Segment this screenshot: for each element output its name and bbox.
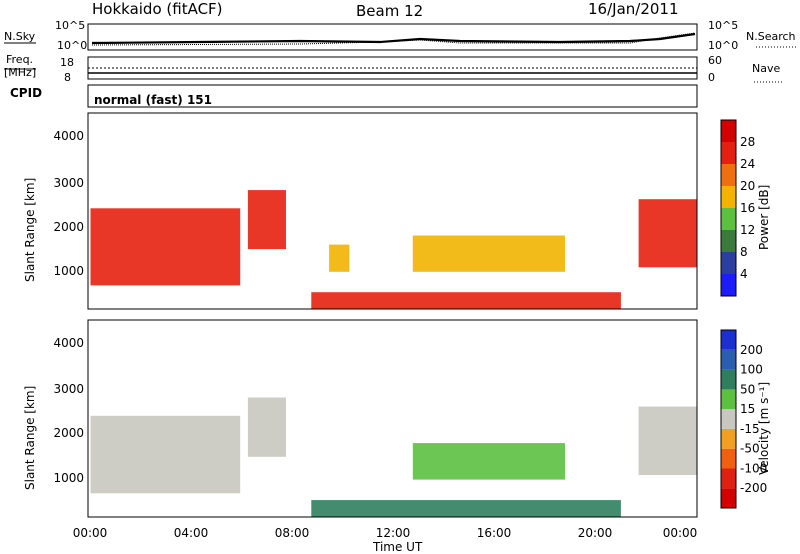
vel-cbar-tick-2: 50 [740,382,755,396]
date-label: 16/Jan/2011 [588,0,679,18]
power-cbar-swatch-4 [721,186,736,208]
vel-cbar-tick-3: 15 [740,402,755,416]
power-cbar-frame [720,119,737,297]
power-region-4 [311,292,621,309]
velocity-region-4 [638,406,697,475]
vel-cbar-swatch-4 [721,409,736,429]
power-cbar-swatch-6 [721,142,736,164]
vel-cbar-tick-0: 200 [740,343,763,357]
vel-cbar-swatch-2 [721,448,736,469]
power-region-0 [90,208,241,286]
velocity-colorbar-label: Velocity [m s⁻¹] [757,382,771,475]
vel-ytick-4000: 4000 [53,336,84,350]
nsearch-tick-top: 10^5 [708,19,738,32]
power-ytick-2000: 2000 [53,220,84,234]
power-cbar-swatch-5 [721,164,736,186]
vel-ytick-3000: 3000 [53,382,84,396]
velocity-ylabel: Slant Range [km] [23,386,37,490]
power-cbar-swatch-1 [721,252,736,274]
power-cbar-swatch-3 [721,208,736,230]
vel-cbar-swatch-6 [721,369,736,390]
power-cbar-tick-5: 24 [740,157,755,171]
freq-tick-top: 18 [60,56,74,69]
vel-cbar-swatch-7 [721,349,736,370]
nsky-label: N.Sky [4,30,36,43]
nsearch-label: N.Search [746,30,796,43]
nave-tick-top: 60 [708,54,722,67]
nsky-tick-top: 10^5 [55,19,85,32]
freq-label: Freq. [6,53,33,66]
power-region-3 [412,235,565,272]
x-axis-label: Time UT [372,540,423,554]
power-ytick-4000: 4000 [53,129,84,143]
power-cbar-tick-0: 4 [740,267,748,281]
nsky-tick-bottom: 10^0 [57,39,87,52]
xtick-0400: 04:00 [174,526,209,540]
xtick-1600: 16:00 [477,526,512,540]
power-ytick-1000: 1000 [53,264,84,278]
power-cbar-swatch-2 [721,230,736,252]
xtick-0000: 00:00 [73,526,108,540]
vel-cbar-tick-6: -100 [740,461,767,475]
velocity-region-3 [311,500,621,517]
vel-ytick-1000: 1000 [53,471,84,485]
vel-cbar-frame [720,329,737,509]
vel-cbar-swatch-3 [721,428,736,449]
freq-unit: [MHz] [4,66,36,79]
vel-ytick-2000: 2000 [53,426,84,440]
power-region-5 [638,199,697,268]
power-colorbar: 4 8 12 16 20 24 28 [720,119,755,297]
velocity-yaxis: 1000 2000 3000 4000 [53,336,84,485]
power-cbar-tick-3: 16 [740,201,755,215]
beam-label: Beam 12 [356,2,423,20]
x-axis: 00:00 04:00 08:00 12:00 16:00 20:00 00:0… [73,526,698,554]
cpid-panel: CPID normal (fast) 151 [10,84,698,108]
vel-cbar-swatch-5 [721,389,736,410]
power-cbar-tick-1: 8 [740,245,748,259]
power-cbar-swatch-0 [721,274,736,296]
vel-cbar-swatch-1 [721,468,736,489]
velocity-region-2 [412,443,565,480]
nsearch-tick-bottom: 10^0 [708,39,738,52]
velocity-region-1 [247,397,286,457]
vel-cbar-tick-4: -15 [740,422,760,436]
velocity-region-0 [90,415,241,494]
vel-cbar-swatch-0 [721,488,736,508]
nsearch-trace [91,32,696,46]
velocity-colorbar: 200 100 50 15 -15 -50 -100 -200 [720,329,767,509]
xtick-0800: 08:00 [275,526,310,540]
vel-cbar-tick-5: -50 [740,442,760,456]
nave-label: Nave [752,62,780,75]
vel-cbar-tick-1: 100 [740,363,763,377]
power-yaxis: 1000 2000 3000 4000 [53,129,84,278]
power-region-1 [247,190,286,250]
nave-tick-bottom: 0 [708,71,715,84]
freq-panel: Freq. [MHz] 18 8 60 0 Nave [4,53,782,84]
power-region-2 [329,244,350,272]
power-panel: 1000 2000 3000 4000 Slant Range [km] 4 8 1… [23,112,771,310]
freq-tick-bottom: 8 [64,71,71,84]
velocity-data [90,397,697,517]
nsky-trace [91,32,696,45]
power-cbar-tick-4: 20 [740,179,755,193]
vel-cbar-tick-7: -200 [740,481,767,495]
xtick-2000: 20:00 [578,526,613,540]
power-cbar-swatch-7 [721,120,736,142]
power-data [90,190,697,309]
xtick-2400: 00:00 [663,526,698,540]
xtick-1200: 12:00 [376,526,411,540]
power-colorbar-label: Power [dB] [757,185,771,250]
velocity-panel: 1000 2000 3000 4000 Slant Range [km] 200… [23,319,771,518]
power-ylabel: Slant Range [km] [23,178,37,282]
power-cbar-tick-6: 28 [740,135,755,149]
power-cbar-tick-2: 12 [740,223,755,237]
radar-title: Hokkaido (fitACF) [92,0,223,18]
vel-cbar-swatch-8 [721,330,736,350]
power-ytick-3000: 3000 [53,176,84,190]
cpid-value: normal (fast) 151 [94,93,212,107]
noise-panel: N.Sky 10^5 10^0 10^5 10^0 N.Search [4,19,796,52]
cpid-label: CPID [10,86,42,100]
